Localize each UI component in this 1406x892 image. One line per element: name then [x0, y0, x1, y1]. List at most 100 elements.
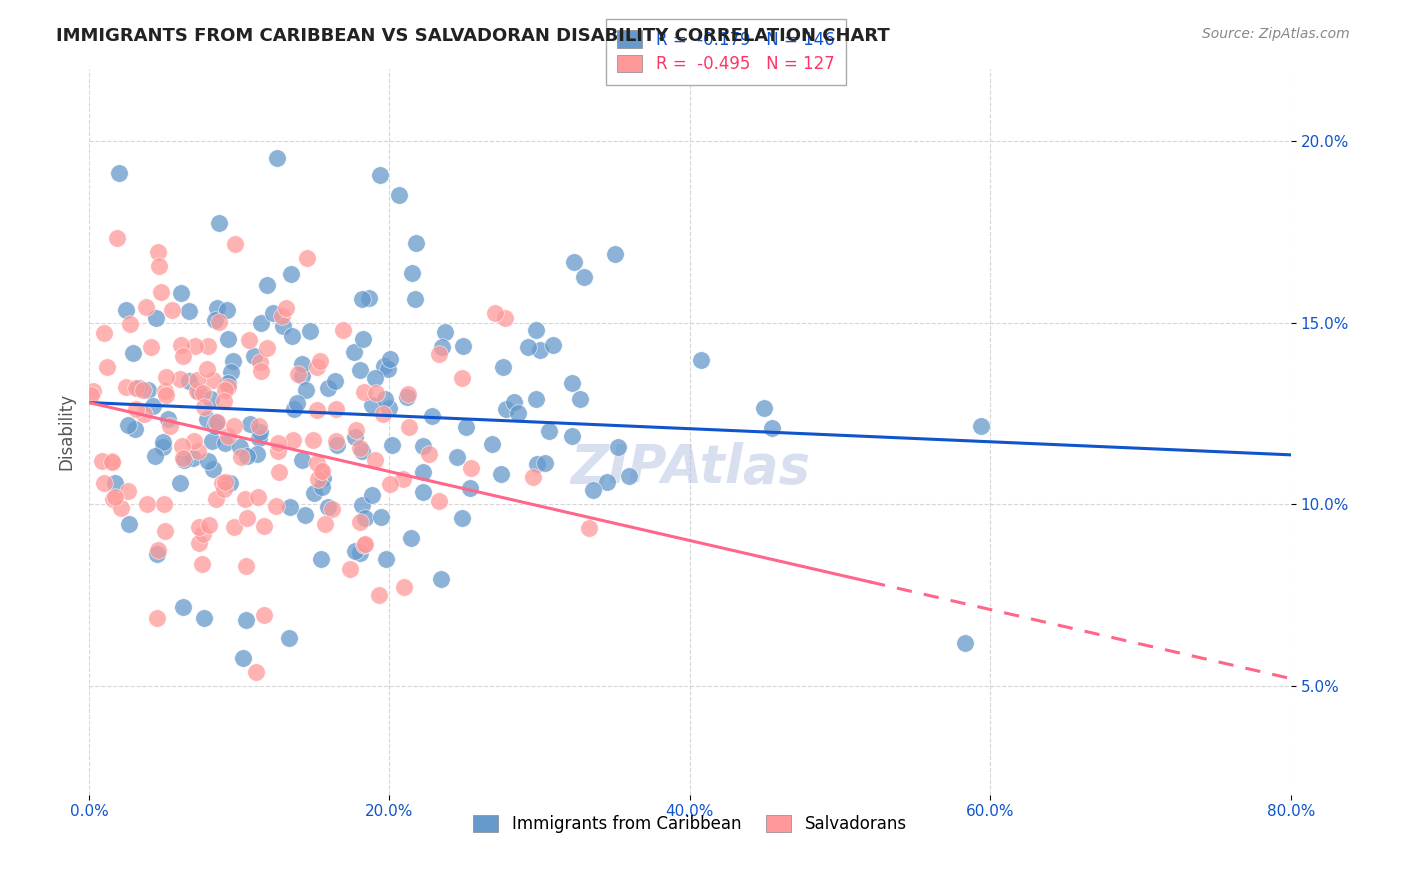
Immigrants from Caribbean	[115, 303, 138, 318]
Salvadorans	[353, 385, 375, 400]
Salvadorans	[114, 380, 136, 394]
Salvadorans	[214, 475, 236, 489]
Immigrants from Caribbean	[412, 465, 434, 479]
Immigrants from Caribbean	[690, 353, 713, 368]
Immigrants from Caribbean	[136, 383, 159, 397]
Immigrants from Caribbean	[506, 406, 529, 420]
Salvadorans	[149, 285, 172, 299]
Immigrants from Caribbean	[370, 510, 392, 524]
Immigrants from Caribbean	[218, 475, 240, 490]
Immigrants from Caribbean	[405, 236, 427, 251]
Salvadorans	[246, 491, 269, 505]
Immigrants from Caribbean	[205, 301, 228, 315]
Salvadorans	[309, 354, 332, 368]
Salvadorans	[339, 562, 361, 576]
Immigrants from Caribbean	[318, 381, 340, 395]
Immigrants from Caribbean	[294, 508, 316, 523]
Immigrants from Caribbean	[188, 384, 211, 399]
Immigrants from Caribbean	[246, 447, 269, 461]
Immigrants from Caribbean	[353, 511, 375, 525]
Immigrants from Caribbean	[524, 323, 547, 337]
Immigrants from Caribbean	[146, 547, 169, 561]
Salvadorans	[427, 347, 450, 361]
Salvadorans	[187, 536, 209, 550]
Salvadorans	[281, 433, 304, 447]
Salvadorans	[212, 482, 235, 496]
Salvadorans	[233, 491, 256, 506]
Salvadorans	[238, 333, 260, 347]
Immigrants from Caribbean	[344, 543, 367, 558]
Salvadorans	[172, 451, 194, 466]
Salvadorans	[172, 349, 194, 363]
Immigrants from Caribbean	[142, 399, 165, 413]
Immigrants from Caribbean	[377, 362, 399, 376]
Text: IMMIGRANTS FROM CARIBBEAN VS SALVADORAN DISABILITY CORRELATION CHART: IMMIGRANTS FROM CARIBBEAN VS SALVADORAN …	[56, 27, 890, 45]
Salvadorans	[186, 373, 208, 387]
Salvadorans	[380, 476, 402, 491]
Salvadorans	[392, 580, 415, 594]
Salvadorans	[132, 383, 155, 397]
Salvadorans	[153, 524, 176, 538]
Immigrants from Caribbean	[214, 436, 236, 450]
Salvadorans	[93, 326, 115, 340]
Salvadorans	[267, 465, 290, 479]
Immigrants from Caribbean	[278, 500, 301, 515]
Salvadorans	[307, 359, 329, 374]
Salvadorans	[91, 454, 114, 468]
Immigrants from Caribbean	[204, 419, 226, 434]
Immigrants from Caribbean	[434, 325, 457, 339]
Salvadorans	[183, 339, 205, 353]
Salvadorans	[96, 360, 118, 375]
Immigrants from Caribbean	[381, 438, 404, 452]
Immigrants from Caribbean	[285, 396, 308, 410]
Immigrants from Caribbean	[489, 467, 512, 482]
Immigrants from Caribbean	[229, 440, 252, 454]
Salvadorans	[101, 492, 124, 507]
Salvadorans	[245, 665, 267, 680]
Immigrants from Caribbean	[304, 486, 326, 500]
Salvadorans	[211, 475, 233, 490]
Salvadorans	[222, 418, 245, 433]
Immigrants from Caribbean	[179, 304, 201, 318]
Immigrants from Caribbean	[143, 449, 166, 463]
Immigrants from Caribbean	[278, 632, 301, 646]
Salvadorans	[208, 315, 231, 329]
Salvadorans	[236, 511, 259, 525]
Immigrants from Caribbean	[761, 421, 783, 435]
Salvadorans	[267, 435, 290, 450]
Salvadorans	[307, 472, 329, 486]
Immigrants from Caribbean	[526, 457, 548, 471]
Salvadorans	[522, 469, 544, 483]
Salvadorans	[155, 369, 177, 384]
Immigrants from Caribbean	[561, 428, 583, 442]
Salvadorans	[354, 537, 377, 551]
Salvadorans	[484, 306, 506, 320]
Salvadorans	[93, 476, 115, 491]
Immigrants from Caribbean	[432, 340, 454, 354]
Salvadorans	[214, 383, 236, 397]
Immigrants from Caribbean	[323, 374, 346, 388]
Salvadorans	[266, 443, 288, 458]
Immigrants from Caribbean	[311, 552, 333, 566]
Salvadorans	[398, 420, 420, 434]
Immigrants from Caribbean	[239, 417, 262, 431]
Immigrants from Caribbean	[170, 286, 193, 301]
Salvadorans	[160, 303, 183, 318]
Immigrants from Caribbean	[503, 395, 526, 409]
Salvadorans	[250, 363, 273, 377]
Salvadorans	[287, 367, 309, 381]
Salvadorans	[373, 407, 395, 421]
Immigrants from Caribbean	[350, 499, 373, 513]
Immigrants from Caribbean	[401, 266, 423, 280]
Salvadorans	[325, 434, 347, 449]
Immigrants from Caribbean	[152, 441, 174, 455]
Immigrants from Caribbean	[280, 268, 302, 282]
Salvadorans	[274, 301, 297, 315]
Immigrants from Caribbean	[316, 500, 339, 514]
Immigrants from Caribbean	[412, 439, 434, 453]
Salvadorans	[152, 497, 174, 511]
Salvadorans	[187, 520, 209, 534]
Immigrants from Caribbean	[179, 374, 201, 388]
Salvadorans	[450, 371, 472, 385]
Salvadorans	[307, 403, 329, 417]
